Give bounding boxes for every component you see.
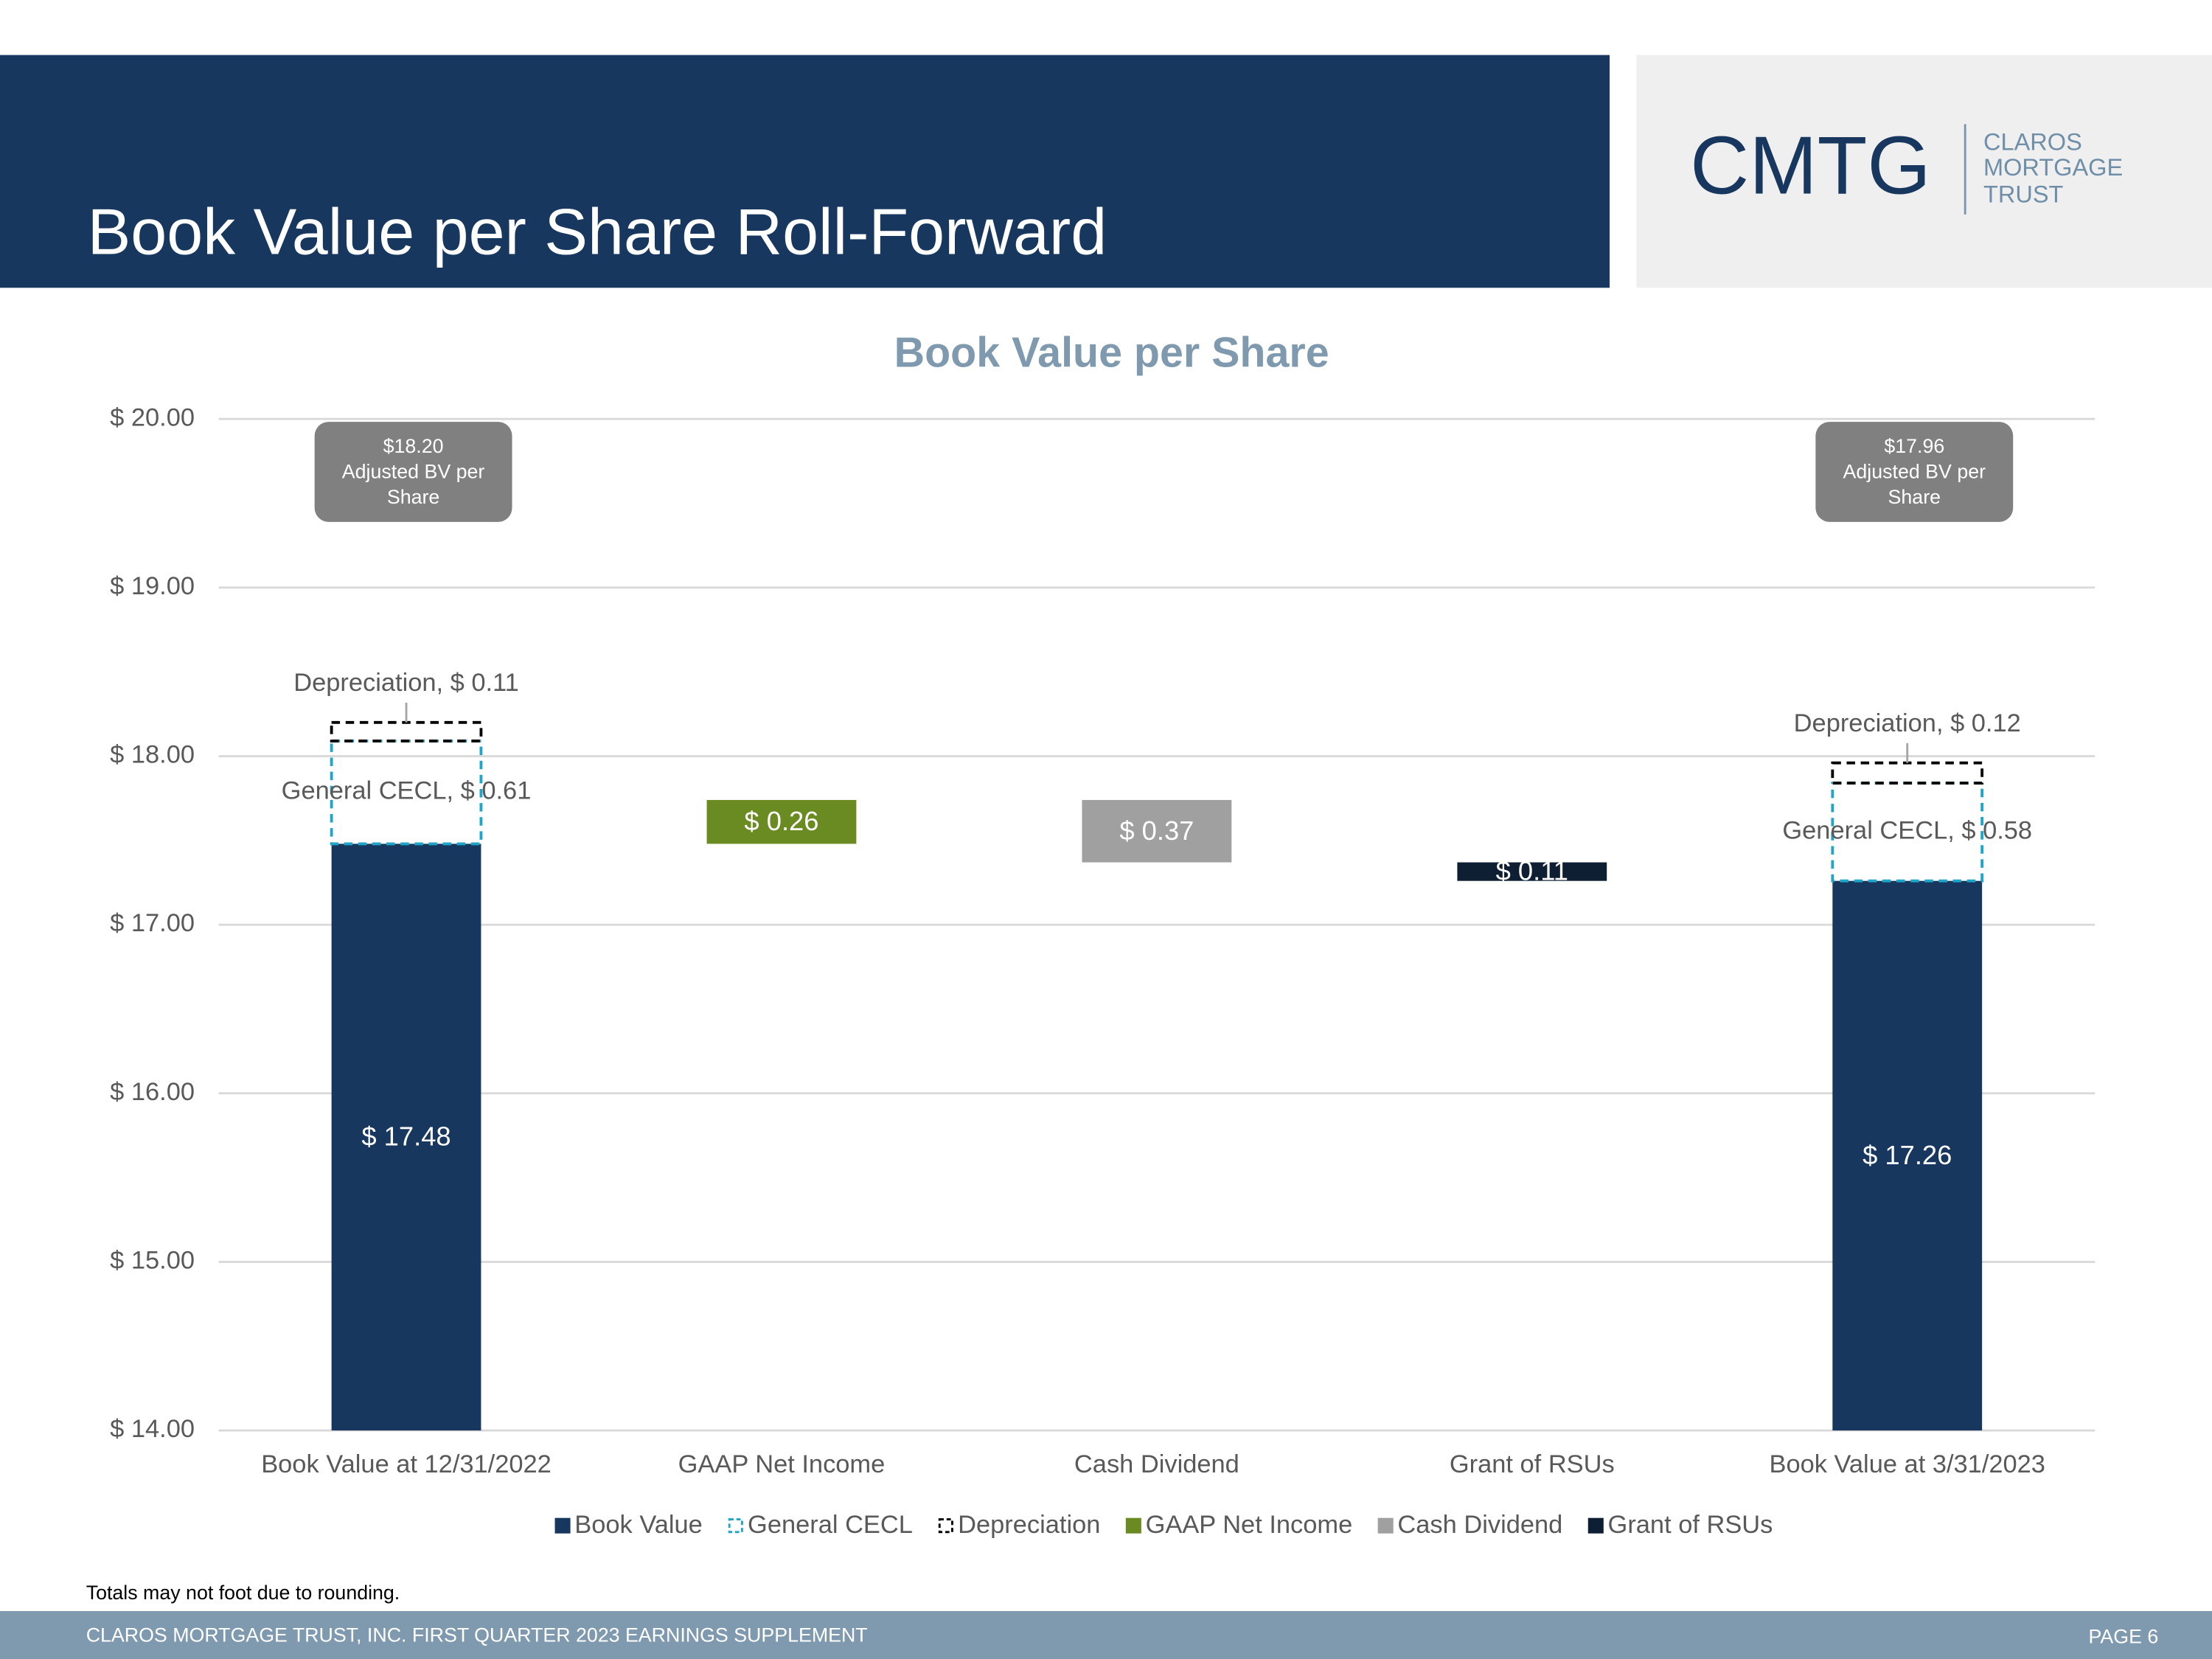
x-tick-label: Grant of RSUs [1450, 1450, 1615, 1478]
data-label: Depreciation, $ 0.11 [293, 669, 519, 697]
bar-segment [1832, 880, 1983, 1431]
data-label: $ 0.11 [1496, 856, 1568, 886]
bar-segment [1831, 761, 1984, 785]
legend: Book Value General CECL Depreciation GAAP N… [554, 1511, 1773, 1539]
data-label: General CECL, $ 0.61 [282, 777, 532, 805]
callout-text: $17.96 Adjusted BV per Share [1815, 433, 2013, 509]
legend-marker [1377, 1517, 1394, 1534]
bar-segment [706, 799, 857, 844]
bar-segment [331, 844, 481, 1431]
y-tick-label: $ 15.00 [110, 1247, 195, 1275]
data-label: $ 0.26 [744, 806, 818, 836]
callout-amount: $17.96 [1884, 434, 1945, 457]
legend-marker [554, 1517, 571, 1534]
legend-label: General CECL [748, 1511, 913, 1539]
legend-label: Depreciation [958, 1511, 1100, 1539]
header-band [0, 55, 1610, 288]
data-label: $ 0.37 [1119, 815, 1194, 846]
callout-text: $18.20 Adjusted BV per Share [315, 433, 512, 509]
y-tick-label: $ 17.00 [110, 909, 195, 937]
data-label: General CECL, $ 0.58 [1782, 816, 2032, 844]
y-tick-label: $ 19.00 [110, 572, 195, 600]
footnote: Totals may not foot due to rounding. [86, 1582, 400, 1604]
logo-name: MORTGAGE [1983, 154, 2123, 181]
x-tick-label: GAAP Net Income [678, 1450, 886, 1478]
y-tick-label: $ 16.00 [110, 1078, 195, 1106]
x-tick-label: Book Value at 3/31/2023 [1769, 1450, 2045, 1478]
legend-label: GAAP Net Income [1146, 1511, 1353, 1539]
callout-box [1815, 422, 2014, 522]
callout-box [314, 422, 512, 522]
legend-marker [1125, 1517, 1141, 1534]
bar-segment [1082, 799, 1232, 863]
legend-marker [728, 1518, 743, 1534]
data-label: $ 17.26 [1863, 1140, 1952, 1170]
footer-text: CLAROS MORTGAGE TRUST, INC. FIRST QUARTE… [86, 1624, 868, 1646]
logo-panel [1636, 55, 2212, 288]
logo-name: CLAROS [1983, 129, 2082, 156]
data-label: Depreciation, $ 0.12 [1794, 709, 2021, 737]
bar-segment [330, 720, 483, 742]
page-title: Book Value per Share Roll-Forward [88, 195, 1107, 268]
callout-text: Adjusted BV per Share [1843, 459, 1986, 508]
callout-amount: $18.20 [383, 434, 444, 457]
callout-text: Adjusted BV per Share [341, 459, 485, 508]
legend-marker [1587, 1517, 1604, 1534]
legend-label: Grant of RSUs [1608, 1511, 1773, 1539]
y-tick-label: $ 20.00 [110, 403, 195, 431]
legend-marker [938, 1518, 953, 1534]
legend-label: Cash Dividend [1397, 1511, 1562, 1539]
page-number: PAGE 6 [2089, 1625, 2159, 1647]
bar-segment [1457, 862, 1607, 881]
y-tick-label: $ 14.00 [110, 1415, 195, 1443]
logo-name: TRUST [1983, 181, 2064, 208]
x-tick-label: Cash Dividend [1074, 1450, 1239, 1478]
legend-label: Book Value [574, 1511, 703, 1539]
data-label: $ 17.48 [361, 1121, 451, 1152]
logo-mark: CMTG [1690, 120, 1931, 212]
x-tick-label: Book Value at 12/31/2022 [261, 1450, 552, 1478]
y-tick-label: $ 18.00 [110, 741, 195, 769]
footer-band [0, 1610, 2212, 1659]
chart-title: Book Value per Share [894, 329, 1329, 376]
